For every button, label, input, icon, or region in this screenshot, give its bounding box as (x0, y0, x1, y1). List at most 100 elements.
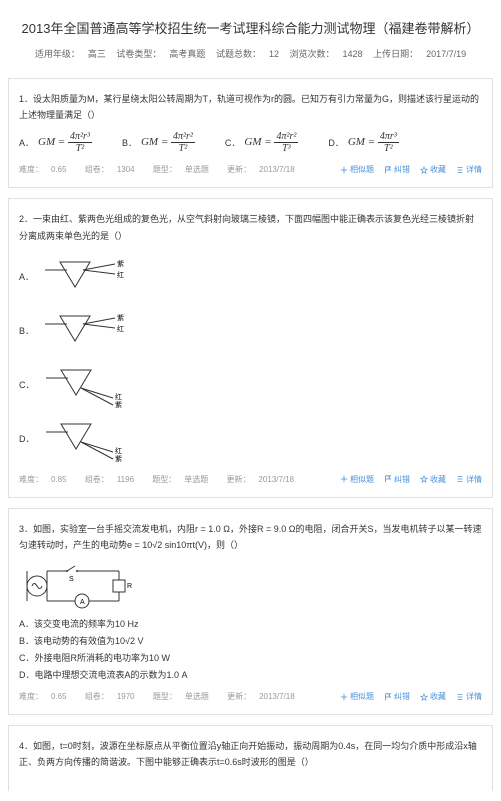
options-row: A． GM = 4π²r³T² B． GM = 4π²r²T² C． GM = … (19, 131, 482, 154)
question-block: 1．设太阳质量为M，某行星绕太阳公转周期为T，轨道可视作为r的圆。已知万有引力常… (8, 78, 493, 188)
update: 更新：2013/7/18 (227, 692, 303, 701)
question-text: 2．一束由红、紫两色光组成的复色光，从空气斜射向玻璃三棱镜，下面四幅图中能正确表… (19, 211, 482, 243)
svg-text:紫: 紫 (117, 260, 124, 268)
views-value: 1428 (343, 49, 363, 59)
error-button[interactable]: 纠错 (384, 474, 410, 485)
q-body: ．如图，实验室一台手摇交流发电机，内阻r = 1.0 Ω，外接R = 9.0 Ω… (19, 524, 482, 550)
option-d[interactable]: D．电路中理想交流电流表A的示数为1.0 A (19, 668, 482, 681)
opt-label: B． (19, 324, 34, 337)
error-button[interactable]: 纠错 (384, 691, 410, 702)
count: 组卷：1196 (85, 475, 142, 484)
collect-button[interactable]: 收藏 (420, 164, 446, 175)
detail-button[interactable]: 详情 (456, 691, 482, 702)
question-text: 4．如图，t=0时刻，波源在坐标原点从平衡位置沿y轴正向开始振动，振动周期为0.… (19, 738, 482, 770)
svg-text:R: R (127, 583, 132, 590)
svg-text:红: 红 (115, 392, 122, 401)
option-b[interactable]: B．该电动势的有效值为10√2 V (19, 634, 482, 647)
prism-diagram: 紫 红 (40, 306, 130, 356)
question-block: 4．如图，t=0时刻，波源在坐标原点从平衡位置沿y轴正向开始振动，振动周期为0.… (8, 725, 493, 790)
opt-label: C． (19, 378, 35, 391)
option-d[interactable]: D． 红 紫 (19, 414, 482, 464)
svg-text:S: S (69, 576, 74, 583)
collect-button[interactable]: 收藏 (420, 691, 446, 702)
update: 更新：2013/7/18 (226, 475, 302, 484)
star-icon (420, 693, 428, 701)
option-c[interactable]: C． GM = 4π²r²T³ (225, 131, 298, 154)
question-block: 3．如图，实验室一台手摇交流发电机，内阻r = 1.0 Ω，外接R = 9.0 … (8, 508, 493, 715)
svg-text:红: 红 (117, 324, 124, 333)
svg-text:A: A (80, 599, 85, 606)
formula: GM = 4πr³T² (348, 131, 399, 154)
svg-text:红: 红 (117, 270, 124, 279)
prism-diagram: 紫 红 (40, 252, 130, 302)
question-text: 1．设太阳质量为M，某行星绕太阳公转周期为T，轨道可视作为r的圆。已知万有引力常… (19, 91, 482, 123)
page-title: 2013年全国普通高等学校招生统一考试理科综合能力测试物理（福建卷带解析） (10, 18, 491, 37)
opt-label: D． (19, 432, 35, 445)
prism-diagram: 红 紫 (41, 414, 131, 464)
plus-icon (340, 166, 348, 174)
grade-label: 适用年级： (35, 49, 80, 59)
star-icon (420, 166, 428, 174)
options-column: A． 紫 红 B． 紫 红 C． (19, 252, 482, 464)
question-footer: 难度：0.85 组卷：1196 题型：单选题 更新：2013/7/18 相似题 … (19, 474, 482, 485)
detail-button[interactable]: 详情 (456, 164, 482, 175)
question-text: 3．如图，实验室一台手摇交流发电机，内阻r = 1.0 Ω，外接R = 9.0 … (19, 521, 482, 553)
collect-button[interactable]: 收藏 (420, 474, 446, 485)
circuit-diagram: S R A (19, 561, 139, 611)
views-label: 浏览次数： (290, 49, 335, 59)
similar-button[interactable]: 相似题 (340, 691, 374, 702)
q-body: ．设太阳质量为M，某行星绕太阳公转周期为T，轨道可视作为r的圆。已知万有引力常量… (19, 94, 479, 120)
question-footer: 难度：0.65 组卷：1970 题型：单选题 更新：2013/7/18 相似题 … (19, 691, 482, 702)
difficulty: 难度：0.65 (19, 692, 75, 701)
q-body: ．如图，t=0时刻，波源在坐标原点从平衡位置沿y轴正向开始振动，振动周期为0.4… (19, 741, 477, 767)
svg-text:紫: 紫 (115, 401, 122, 409)
difficulty: 难度：0.85 (19, 475, 75, 484)
grade-value: 高三 (88, 49, 106, 59)
option-a[interactable]: A． GM = 4π²r³T² (19, 131, 92, 154)
svg-text:紫: 紫 (115, 455, 122, 463)
error-button[interactable]: 纠错 (384, 164, 410, 175)
option-d[interactable]: D． GM = 4πr³T² (328, 131, 398, 154)
count: 组卷：1970 (85, 692, 143, 701)
question-footer: 难度：0.65 组卷：1304 题型：单选题 更新：2013/7/18 相似题 … (19, 164, 482, 175)
plus-icon (340, 475, 348, 483)
similar-button[interactable]: 相似题 (340, 164, 374, 175)
opt-label: B． (122, 136, 137, 149)
upload-label: 上传日期： (373, 49, 418, 59)
option-a[interactable]: A．该交变电流的频率为10 Hz (19, 617, 482, 630)
difficulty: 难度：0.65 (19, 165, 75, 174)
svg-text:紫: 紫 (117, 314, 124, 322)
count: 组卷：1304 (85, 165, 143, 174)
formula: GM = 4π²r²T³ (244, 131, 298, 154)
flag-icon (384, 693, 392, 701)
opt-label: A． (19, 270, 34, 283)
flag-icon (384, 166, 392, 174)
opt-label: C． (225, 136, 241, 149)
qtype: 题型：单选题 (153, 692, 217, 701)
opt-label: D． (328, 136, 344, 149)
svg-text:红: 红 (115, 446, 122, 455)
option-c[interactable]: C．外接电阻R所消耗的电功率为10 W (19, 651, 482, 664)
star-icon (420, 475, 428, 483)
total-value: 12 (269, 49, 279, 59)
total-label: 试题总数： (216, 49, 261, 59)
qtype: 题型：单选题 (152, 475, 216, 484)
list-icon (456, 166, 464, 174)
type-label: 试卷类型： (116, 49, 161, 59)
list-icon (456, 693, 464, 701)
formula: GM = 4π²r³T² (38, 131, 92, 154)
option-b[interactable]: B． 紫 红 (19, 306, 482, 356)
flag-icon (384, 475, 392, 483)
similar-button[interactable]: 相似题 (340, 474, 374, 485)
option-c[interactable]: C． 红 紫 (19, 360, 482, 410)
update: 更新：2013/7/18 (227, 165, 303, 174)
list-icon (456, 475, 464, 483)
option-a[interactable]: A． 紫 红 (19, 252, 482, 302)
meta-info: 适用年级： 高三 试卷类型： 高考真题 试题总数： 12 浏览次数： 1428 上传日期… (10, 47, 491, 60)
options-column: A．该交变电流的频率为10 Hz B．该电动势的有效值为10√2 V C．外接电… (19, 617, 482, 681)
option-b[interactable]: B． GM = 4π²r²T² (122, 131, 195, 154)
upload-value: 2017/7/19 (426, 49, 466, 59)
type-value: 高考真题 (169, 49, 205, 59)
detail-button[interactable]: 详情 (456, 474, 482, 485)
q-body: ．一束由红、紫两色光组成的复色光，从空气斜射向玻璃三棱镜，下面四幅图中能正确表示… (19, 214, 474, 240)
